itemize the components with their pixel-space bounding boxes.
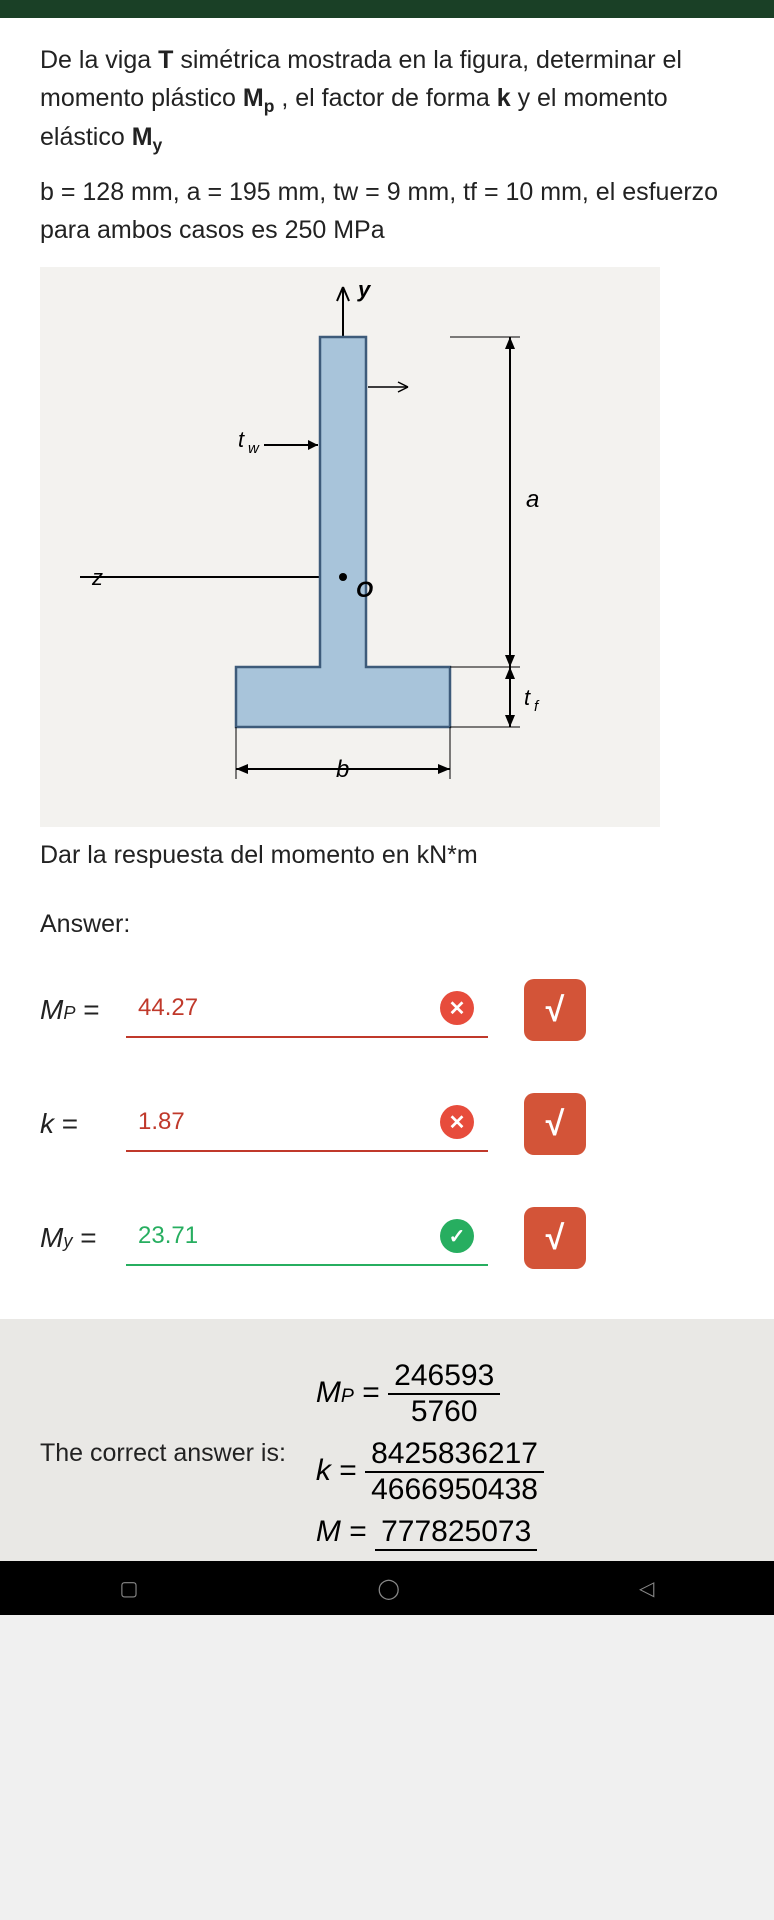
answer-input-mp[interactable]: 44.27 ✕: [126, 982, 488, 1038]
denominator: 4666950438: [365, 1473, 544, 1507]
correct-answer-panel: The correct answer is: MP = 246593 5760 …: [0, 1319, 774, 1561]
answer-value: 23.71: [138, 1222, 198, 1250]
var: k: [40, 1108, 54, 1139]
svg-text:t: t: [238, 427, 245, 452]
var: M: [40, 994, 63, 1025]
answer-row-my: My = 23.71 ✓ √: [40, 1207, 746, 1269]
text-bold: k: [497, 84, 511, 112]
svg-text:O: O: [356, 577, 373, 602]
svg-text:z: z: [91, 565, 103, 590]
var: M: [40, 1222, 63, 1253]
numerator: 777825073: [375, 1515, 537, 1551]
correct-math: MP = 246593 5760 k = 8425836217 46669504…: [316, 1359, 544, 1551]
right-icon: ✓: [440, 1219, 474, 1253]
text: , el factor de forma: [274, 84, 496, 112]
answer-input-k[interactable]: 1.87 ✕: [126, 1096, 488, 1152]
sub: P: [63, 1003, 75, 1023]
mp-fraction: MP = 246593 5760: [316, 1359, 544, 1429]
wrong-icon: ✕: [440, 991, 474, 1025]
recent-apps-icon[interactable]: ▢: [120, 1576, 139, 1601]
answer-value: 44.27: [138, 994, 198, 1022]
question-params: b = 128 mm, a = 195 mm, tw = 9 mm, tf = …: [40, 174, 746, 249]
numerator: 8425836217: [365, 1437, 544, 1473]
top-bar: [0, 0, 774, 18]
sqrt-icon: √: [546, 1105, 565, 1144]
var-label: k =: [40, 1108, 126, 1140]
check-button[interactable]: √: [524, 979, 586, 1041]
sqrt-icon: √: [546, 991, 565, 1030]
answer-row-k: k = 1.87 ✕ √: [40, 1093, 746, 1155]
sub: p: [264, 96, 275, 116]
sym: M: [243, 84, 264, 112]
check-button[interactable]: √: [524, 1093, 586, 1155]
denominator: 5760: [388, 1395, 500, 1429]
instruction-text: Dar la respuesta del momento en kN*m: [40, 841, 746, 870]
check-button[interactable]: √: [524, 1207, 586, 1269]
k-fraction: k = 8425836217 4666950438: [316, 1437, 544, 1507]
t-beam-figure: y z O t w a: [40, 267, 660, 827]
answer-label: Answer:: [40, 910, 746, 939]
back-icon[interactable]: ◁: [639, 1576, 654, 1601]
answer-value: 1.87: [138, 1108, 185, 1136]
home-icon[interactable]: ◯: [378, 1576, 400, 1601]
svg-text:w: w: [248, 440, 260, 457]
question-text-1: De la viga T simétrica mostrada en la fi…: [40, 42, 746, 158]
correct-label: The correct answer is:: [40, 1439, 286, 1468]
var-label: MP =: [40, 994, 126, 1026]
svg-text:y: y: [357, 277, 372, 302]
answer-row-mp: MP = 44.27 ✕ √: [40, 979, 746, 1041]
var-label: My =: [40, 1222, 126, 1254]
sqrt-icon: √: [546, 1219, 565, 1258]
question-content: De la viga T simétrica mostrada en la fi…: [0, 18, 774, 1319]
svg-text:a: a: [526, 486, 539, 513]
text: De la viga: [40, 46, 158, 74]
sub: y: [153, 135, 163, 155]
svg-text:t: t: [524, 685, 531, 710]
my-fraction: M = 777825073: [316, 1515, 544, 1551]
numerator: 246593: [388, 1359, 500, 1395]
wrong-icon: ✕: [440, 1105, 474, 1139]
answer-input-my[interactable]: 23.71 ✓: [126, 1210, 488, 1266]
android-nav-bar: ▢ ◯ ◁: [0, 1561, 774, 1615]
svg-text:b: b: [336, 756, 349, 783]
sym: M: [132, 123, 153, 151]
text-bold: T: [158, 46, 173, 74]
